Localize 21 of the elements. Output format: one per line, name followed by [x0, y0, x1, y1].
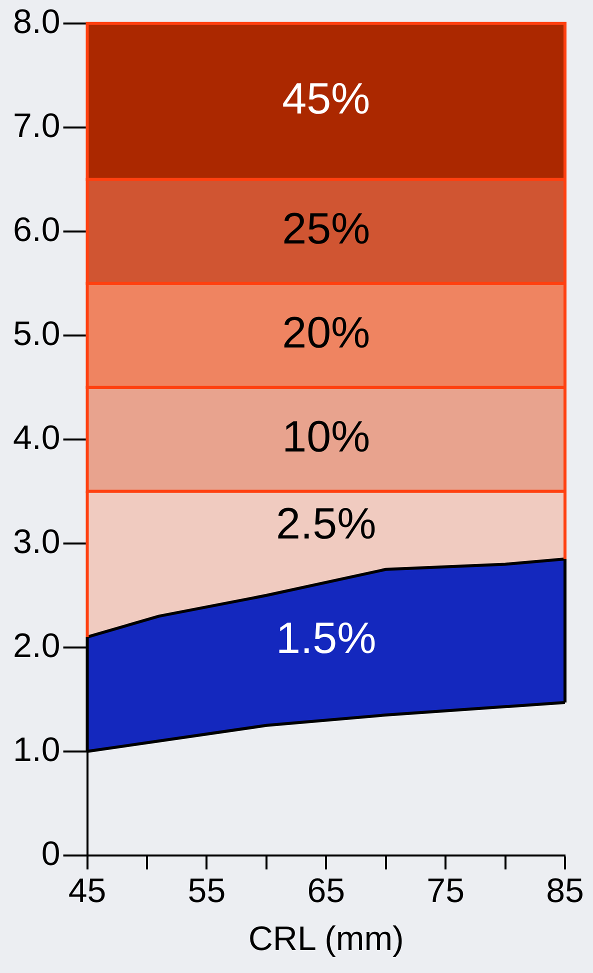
x-tick-label: 75: [426, 872, 464, 910]
y-tick-label: 3.0: [13, 522, 60, 561]
y-tick-label: 5.0: [13, 314, 60, 353]
y-tick-label: 8.0: [13, 2, 60, 41]
x-tick-label: 55: [188, 872, 226, 910]
y-tick-label: 2.0: [13, 626, 60, 665]
y-tick-label: 1.0: [13, 730, 60, 769]
x-tick-label: 65: [307, 872, 346, 910]
series-label: 2.5%: [276, 500, 376, 549]
y-tick-label: 7.0: [13, 106, 60, 145]
x-tick-label: 85: [546, 872, 584, 910]
band-label: 20%: [282, 308, 370, 358]
x-axis-title: CRL (mm): [248, 920, 404, 958]
x-tick-label: 45: [68, 872, 106, 910]
y-tick-label: 6.0: [13, 210, 60, 249]
band-label: 10%: [282, 412, 370, 462]
y-tick-label: 4.0: [13, 418, 60, 457]
band-label: 25%: [282, 204, 370, 254]
band-label: 45%: [282, 74, 370, 124]
series-label: 1.5%: [276, 614, 376, 664]
y-tick-label: 0: [41, 834, 60, 873]
